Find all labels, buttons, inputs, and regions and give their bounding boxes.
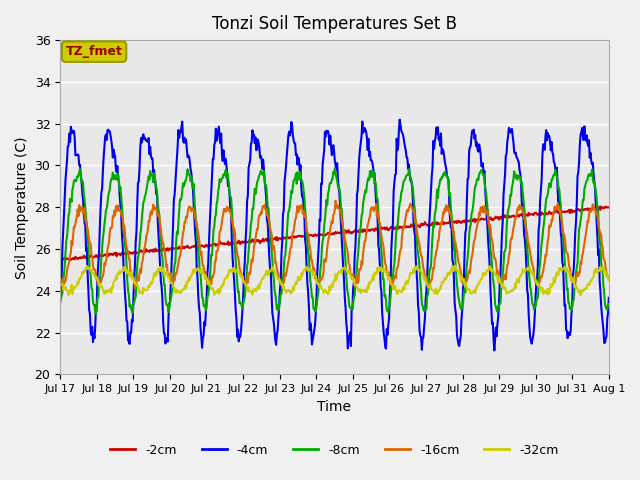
-2cm [605, 204, 612, 210]
-16cm [66, 252, 74, 258]
-4cm [418, 347, 426, 353]
Line: -16cm: -16cm [60, 201, 609, 288]
-4cm [123, 318, 131, 324]
-32cm [452, 263, 460, 268]
-16cm [332, 198, 339, 204]
-4cm [402, 148, 410, 154]
Y-axis label: Soil Temperature (C): Soil Temperature (C) [15, 136, 29, 278]
-8cm [605, 301, 612, 307]
-4cm [396, 117, 404, 122]
-32cm [401, 280, 409, 286]
Text: TZ_fmet: TZ_fmet [66, 45, 122, 58]
-16cm [123, 244, 131, 250]
-16cm [605, 276, 612, 282]
-32cm [577, 292, 584, 298]
-2cm [67, 257, 75, 263]
X-axis label: Time: Time [317, 400, 351, 414]
-8cm [403, 172, 410, 178]
-2cm [179, 244, 187, 250]
-8cm [124, 277, 131, 283]
-16cm [403, 210, 410, 216]
-32cm [417, 268, 425, 274]
-16cm [179, 230, 187, 236]
-32cm [56, 281, 64, 287]
-2cm [124, 251, 131, 256]
-4cm [66, 139, 74, 145]
-8cm [92, 311, 100, 316]
-4cm [207, 192, 215, 198]
-2cm [402, 223, 410, 229]
-2cm [208, 243, 216, 249]
-16cm [419, 260, 426, 265]
-2cm [597, 204, 605, 209]
-32cm [66, 288, 74, 294]
-2cm [66, 257, 74, 263]
Legend: -2cm, -4cm, -8cm, -16cm, -32cm: -2cm, -4cm, -8cm, -16cm, -32cm [106, 439, 564, 462]
Title: Tonzi Soil Temperatures Set B: Tonzi Soil Temperatures Set B [212, 15, 457, 33]
-8cm [56, 301, 64, 307]
-32cm [207, 285, 215, 291]
-32cm [605, 277, 612, 283]
-2cm [56, 256, 64, 262]
-4cm [605, 295, 612, 300]
-8cm [419, 302, 426, 308]
Line: -4cm: -4cm [60, 120, 609, 350]
Line: -8cm: -8cm [60, 168, 609, 313]
-4cm [490, 348, 498, 353]
-4cm [179, 119, 186, 124]
-32cm [179, 287, 186, 292]
Line: -2cm: -2cm [60, 206, 609, 260]
Line: -32cm: -32cm [60, 265, 609, 295]
-16cm [131, 286, 139, 291]
-8cm [331, 165, 339, 171]
-2cm [418, 221, 426, 227]
-16cm [208, 274, 216, 279]
-8cm [179, 180, 187, 186]
-8cm [66, 196, 74, 202]
-4cm [56, 297, 64, 303]
-32cm [123, 268, 131, 274]
-16cm [56, 279, 64, 285]
-8cm [208, 252, 216, 258]
